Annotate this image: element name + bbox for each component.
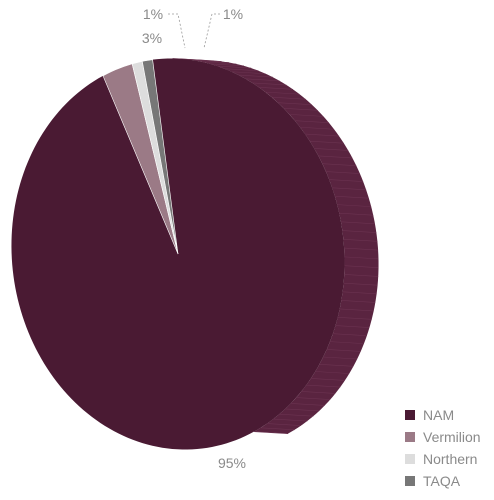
pie-side-hatch <box>271 96 306 100</box>
pie-side-hatch <box>309 140 344 144</box>
pie-side-hatch <box>306 384 341 388</box>
pie-side-hatch <box>332 333 367 336</box>
pie-side-hatch <box>343 238 378 242</box>
pie-side-hatch <box>258 87 293 90</box>
chart-legend: NAM Vermilion Northern TAQA <box>405 404 494 492</box>
pie-side-hatch <box>209 63 244 67</box>
pie-side-hatch <box>285 408 320 412</box>
data-label-northern: 1% <box>143 6 163 22</box>
pie-side-hatch <box>334 195 369 199</box>
data-label-taqa: 1% <box>223 6 243 22</box>
legend-swatch-vermilion <box>405 432 415 442</box>
data-label-nam: 95% <box>218 455 246 471</box>
pie-side-hatch <box>217 65 252 69</box>
data-label-leader-taqa <box>203 13 220 49</box>
pie-side-hatch <box>300 126 335 130</box>
pie-side-hatch <box>344 274 379 277</box>
pie-side-hatch <box>305 133 340 137</box>
pie-side-hatch <box>343 282 378 286</box>
legend-label-vermilion: Vermilion <box>423 429 481 445</box>
pie-side-hatch <box>335 325 370 328</box>
pie-side-hatch <box>342 291 377 295</box>
pie-top-face <box>11 58 345 450</box>
pie-side-hatch <box>187 59 222 62</box>
pie-side-hatch <box>326 349 361 352</box>
pie-side-hatch <box>289 114 324 117</box>
pie-side-hatch <box>310 378 345 381</box>
pie-side-hatch <box>195 60 230 63</box>
pie-side-hatch <box>231 71 266 75</box>
pie-side-hatch <box>314 148 349 151</box>
pie-side-hatch <box>340 221 375 225</box>
pie-side-band <box>172 58 379 434</box>
legend-label-nam: NAM <box>423 407 455 423</box>
pie-side-hatch <box>260 427 295 431</box>
legend-swatch-taqa <box>405 476 415 486</box>
pie-side-hatch <box>265 91 300 95</box>
pie-side-hatch <box>339 308 374 312</box>
pie-slice-taqa <box>141 59 179 255</box>
pie-side-hatch <box>325 171 360 174</box>
pie-side-hatch <box>337 317 372 320</box>
pie-side-hatch <box>323 356 358 360</box>
pie-side-hatch <box>315 371 350 374</box>
pie-side-hatch <box>224 68 259 72</box>
pie-data-labels: 95% 3% 1% 1% <box>142 6 246 471</box>
pie-side-hatch <box>339 212 374 216</box>
legend-swatch-nam <box>405 410 415 420</box>
legend-label-northern: Northern <box>423 451 478 467</box>
data-label-leader-northern <box>168 13 186 49</box>
pie-side-hatch <box>296 397 331 400</box>
pie-side-hatch <box>332 187 367 191</box>
legend-swatch-northern <box>405 454 415 464</box>
legend-item-northern: Northern <box>405 448 494 470</box>
pie-side-hatch <box>245 78 280 82</box>
pie-side-hatch <box>344 265 379 268</box>
pie-side-hatch <box>322 163 357 166</box>
pie-side-hatch <box>279 413 314 417</box>
legend-item-taqa: TAQA <box>405 470 494 492</box>
pie-side-hatch <box>342 230 377 233</box>
pie-side-hatch <box>318 155 353 159</box>
pie-side-hatch <box>238 74 273 78</box>
pie-side-hatch <box>301 391 336 394</box>
pie-side-hatch <box>277 102 312 105</box>
legend-item-nam: NAM <box>405 404 494 426</box>
pie-side-hatch <box>267 423 302 426</box>
pie-side-hatch <box>294 120 329 123</box>
pie-side-hatch <box>344 247 379 251</box>
pie-side-hatch <box>337 204 372 207</box>
legend-label-taqa: TAQA <box>423 473 461 489</box>
pie-side-hatch <box>341 300 376 303</box>
pie-side-hatch <box>252 82 287 86</box>
pie-side-hatch <box>283 108 318 111</box>
pie-side-hatch <box>273 418 308 422</box>
legend-item-vermilion: Vermilion <box>405 426 494 448</box>
pie-side-hatch <box>253 431 289 434</box>
pie-side-hatch <box>202 61 237 65</box>
pie-side-hatch <box>290 403 325 406</box>
pie-side-hatch <box>329 341 364 344</box>
pie-3d-side <box>172 58 379 434</box>
pie-side-hatch <box>329 179 364 182</box>
pie-side-hatch <box>344 256 379 260</box>
pie-slice-vermilion <box>102 63 179 255</box>
pie-side-hatch <box>319 364 354 367</box>
data-label-vermilion: 3% <box>142 30 162 46</box>
